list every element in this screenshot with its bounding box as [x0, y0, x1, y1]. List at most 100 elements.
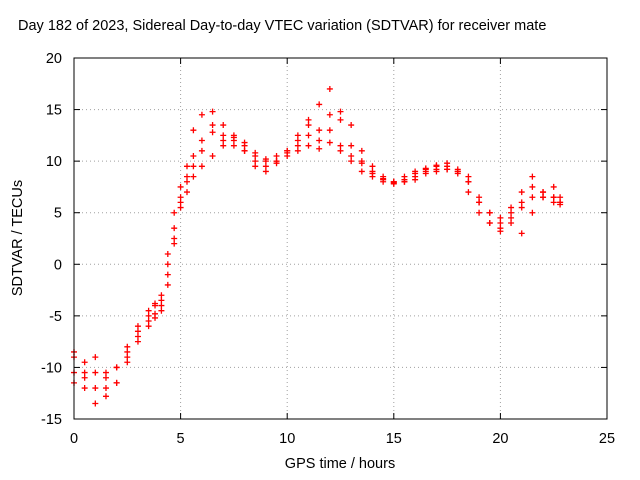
data-point: [326, 111, 333, 118]
data-point: [316, 101, 323, 108]
y-tick-label: -15: [41, 412, 62, 428]
data-point: [348, 122, 355, 129]
data-point: [518, 199, 525, 206]
data-point: [316, 127, 323, 134]
x-tick-label: 5: [177, 431, 185, 447]
data-point: [190, 173, 197, 180]
data-point: [92, 369, 99, 376]
data-point: [158, 297, 165, 304]
data-point: [171, 209, 178, 216]
data-point: [369, 168, 376, 175]
axis-ticks: 0 5 10 15 20 25 -15 -10 -5 0 5 10 15 20: [41, 51, 615, 447]
x-tick-label: 15: [386, 431, 402, 447]
y-axis-label: SDTVAR / TECUs: [10, 179, 26, 297]
data-point: [262, 156, 269, 163]
data-point: [183, 163, 190, 170]
data-point: [230, 142, 237, 149]
data-point: [486, 220, 493, 227]
data-point: [454, 166, 461, 173]
data-point: [497, 228, 504, 235]
data-point: [316, 145, 323, 152]
data-point: [209, 122, 216, 129]
y-tick-label: 20: [46, 51, 62, 67]
data-point: [158, 292, 165, 299]
data-point: [465, 178, 472, 185]
data-point: [369, 173, 376, 180]
data-point: [102, 374, 109, 381]
data-point: [171, 235, 178, 242]
data-point: [294, 137, 301, 144]
data-point: [177, 183, 184, 190]
data-point: [183, 189, 190, 196]
data-point: [177, 199, 184, 206]
data-point: [358, 147, 365, 154]
data-point: [190, 127, 197, 134]
data-point: [273, 160, 280, 167]
x-tick-label: 25: [599, 431, 615, 447]
plot-frame: [73, 57, 608, 420]
data-point: [422, 170, 429, 177]
data-point: [198, 147, 205, 154]
data-point: [177, 194, 184, 201]
data-point: [529, 173, 536, 180]
data-point: [348, 142, 355, 149]
data-point: [209, 129, 216, 136]
data-point: [164, 281, 171, 288]
data-point: [220, 132, 227, 139]
data-point: [518, 204, 525, 211]
data-point: [230, 137, 237, 144]
y-tick-label: 5: [54, 206, 62, 222]
series-track-b: [71, 127, 564, 407]
data-point: [273, 152, 280, 159]
y-tick-label: 15: [46, 103, 62, 119]
data-point: [337, 108, 344, 115]
data-point: [102, 369, 109, 376]
data-point: [540, 194, 547, 201]
data-point: [337, 116, 344, 123]
data-point: [220, 122, 227, 129]
data-point: [540, 189, 547, 196]
data-point: [152, 300, 159, 307]
y-tick-label: 10: [46, 154, 62, 170]
data-point: [305, 122, 312, 129]
x-tick-label: 10: [279, 431, 295, 447]
data-point: [380, 175, 387, 182]
data-point: [348, 152, 355, 159]
data-point: [92, 385, 99, 392]
y-tick-label: 0: [54, 257, 62, 273]
data-point: [124, 343, 131, 350]
data-point: [145, 312, 152, 319]
data-point: [412, 176, 419, 183]
data-point: [465, 189, 472, 196]
series-track-d: [71, 85, 564, 386]
data-point: [508, 214, 515, 221]
data-point: [190, 163, 197, 170]
data-point: [183, 173, 190, 180]
data-point: [102, 393, 109, 400]
data-point: [358, 168, 365, 175]
y-tick-label: -5: [49, 309, 62, 325]
data-point: [209, 108, 216, 115]
data-point: [557, 199, 564, 206]
data-point: [305, 132, 312, 139]
data-point: [476, 194, 483, 201]
data-point: [508, 220, 515, 227]
data-point: [183, 178, 190, 185]
data-point: [497, 220, 504, 227]
series-track-c: [71, 108, 564, 386]
data-point: [81, 385, 88, 392]
data-point: [241, 139, 248, 146]
x-tick-label: 0: [70, 431, 78, 447]
data-point: [557, 194, 564, 201]
series-track-a: [71, 134, 564, 400]
data-point: [152, 310, 159, 317]
data-point: [294, 147, 301, 154]
data-point: [158, 307, 165, 314]
data-point: [92, 400, 99, 407]
data-point: [518, 189, 525, 196]
data-point: [326, 127, 333, 134]
data-point: [518, 230, 525, 237]
data-point: [305, 116, 312, 123]
data-point: [177, 204, 184, 211]
